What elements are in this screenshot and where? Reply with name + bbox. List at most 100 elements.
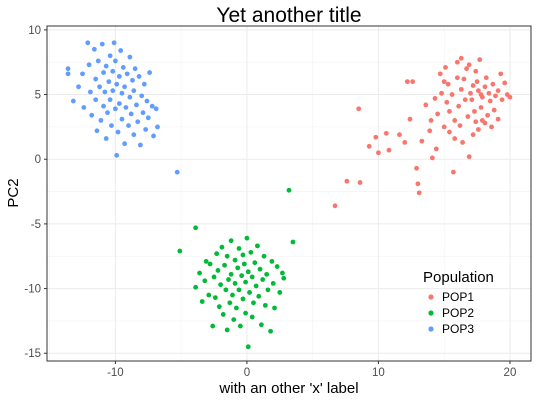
data-point	[145, 115, 151, 121]
data-point	[458, 86, 464, 92]
data-point	[443, 64, 448, 70]
data-point	[466, 154, 472, 160]
data-point	[122, 141, 127, 147]
data-point	[99, 41, 105, 47]
data-point	[397, 132, 402, 138]
legend-label: POP3	[442, 322, 474, 336]
data-point	[88, 89, 93, 95]
series-pop1	[332, 55, 513, 209]
data-point	[415, 181, 421, 187]
data-point	[211, 274, 217, 280]
data-point	[486, 90, 492, 96]
data-point	[112, 106, 118, 112]
data-point	[456, 103, 462, 109]
data-point	[65, 71, 71, 77]
data-point	[177, 248, 183, 254]
data-point	[482, 120, 488, 126]
data-point	[89, 112, 95, 118]
data-point	[441, 79, 447, 85]
data-point	[110, 88, 116, 94]
data-point	[131, 88, 137, 94]
data-point	[257, 266, 263, 272]
data-point	[490, 81, 496, 87]
data-point	[224, 327, 230, 333]
series-pop2	[177, 187, 296, 350]
data-point	[223, 287, 229, 293]
data-point	[439, 90, 444, 96]
data-point	[429, 155, 435, 161]
data-point	[433, 146, 439, 152]
data-point	[468, 90, 473, 96]
data-point	[256, 293, 262, 299]
data-point	[423, 102, 429, 108]
data-point	[356, 106, 362, 112]
data-point	[376, 150, 381, 156]
data-point	[410, 79, 416, 85]
chart-title: Yet another title	[216, 4, 361, 27]
data-point	[232, 280, 238, 286]
data-point	[226, 277, 231, 282]
data-point	[245, 269, 251, 275]
data-point	[272, 305, 277, 311]
data-point	[228, 238, 234, 244]
data-point	[252, 260, 258, 266]
data-point	[428, 118, 434, 123]
data-point	[475, 88, 481, 94]
data-point	[174, 169, 180, 175]
data-point	[474, 79, 480, 85]
data-point	[416, 190, 422, 196]
major-grid	[47, 26, 531, 361]
data-point	[101, 103, 106, 109]
data-point	[218, 282, 224, 288]
data-points	[65, 40, 513, 350]
y-tick-label: -15	[24, 348, 41, 360]
data-point	[123, 105, 129, 110]
data-point	[116, 74, 122, 79]
data-point	[149, 103, 155, 109]
data-point	[103, 63, 109, 69]
data-point	[93, 97, 99, 103]
data-point	[206, 292, 212, 298]
data-point	[239, 273, 245, 279]
data-point	[240, 296, 246, 302]
data-point	[502, 80, 508, 86]
panel-border	[46, 25, 532, 362]
data-point	[404, 79, 410, 85]
data-point	[489, 124, 494, 130]
data-point	[452, 118, 458, 123]
y-tick-label: -10	[24, 284, 41, 296]
data-point	[473, 119, 479, 125]
data-point	[432, 96, 438, 101]
data-point	[94, 128, 100, 134]
data-point	[114, 152, 120, 158]
data-point	[118, 48, 124, 53]
legend-title: Population	[423, 269, 494, 286]
series-pop3	[65, 40, 180, 175]
data-point	[70, 98, 76, 104]
data-point	[197, 270, 202, 276]
data-point	[76, 84, 81, 90]
data-point	[264, 271, 270, 277]
data-point	[281, 275, 287, 281]
data-point	[232, 257, 238, 263]
data-point	[236, 246, 242, 251]
data-point	[243, 279, 248, 285]
data-point	[253, 283, 259, 289]
data-point	[237, 323, 243, 329]
legend-label: POP2	[442, 306, 474, 320]
data-point	[115, 129, 121, 135]
data-point	[495, 88, 501, 94]
data-point	[240, 252, 246, 258]
data-point	[454, 75, 460, 81]
data-point	[212, 295, 218, 301]
data-point	[131, 132, 137, 138]
data-point	[139, 93, 145, 99]
data-point	[265, 287, 271, 293]
data-point	[437, 71, 443, 77]
data-point	[407, 116, 413, 122]
data-point	[261, 253, 267, 259]
data-point	[479, 94, 485, 100]
data-point	[107, 97, 113, 103]
minor-grid	[47, 26, 531, 361]
